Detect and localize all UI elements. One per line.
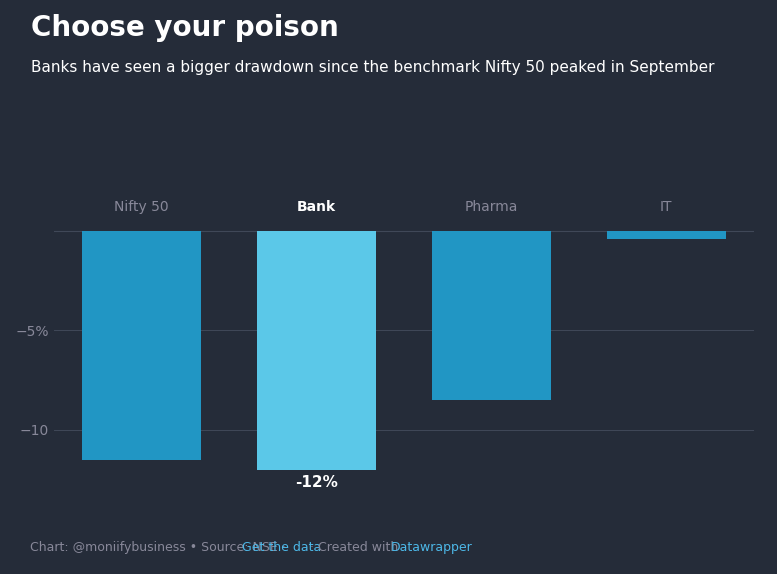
- Text: Bank: Bank: [297, 200, 336, 214]
- Bar: [432, 231, 551, 400]
- Bar: [82, 231, 201, 460]
- Text: Chart: @moniifybusiness • Source: NSE ·: Chart: @moniifybusiness • Source: NSE ·: [30, 541, 290, 554]
- Bar: [257, 231, 376, 470]
- Bar: [607, 231, 726, 239]
- Text: Pharma: Pharma: [465, 200, 518, 214]
- Text: Nifty 50: Nifty 50: [114, 200, 169, 214]
- Text: Banks have seen a bigger drawdown since the benchmark Nifty 50 peaked in Septemb: Banks have seen a bigger drawdown since …: [31, 60, 715, 75]
- Text: -12%: -12%: [295, 475, 338, 490]
- Text: Get the data: Get the data: [242, 541, 321, 554]
- Text: · Created with: · Created with: [305, 541, 402, 554]
- Text: Choose your poison: Choose your poison: [31, 14, 339, 42]
- Text: Datawrapper: Datawrapper: [390, 541, 472, 554]
- Text: IT: IT: [660, 200, 673, 214]
